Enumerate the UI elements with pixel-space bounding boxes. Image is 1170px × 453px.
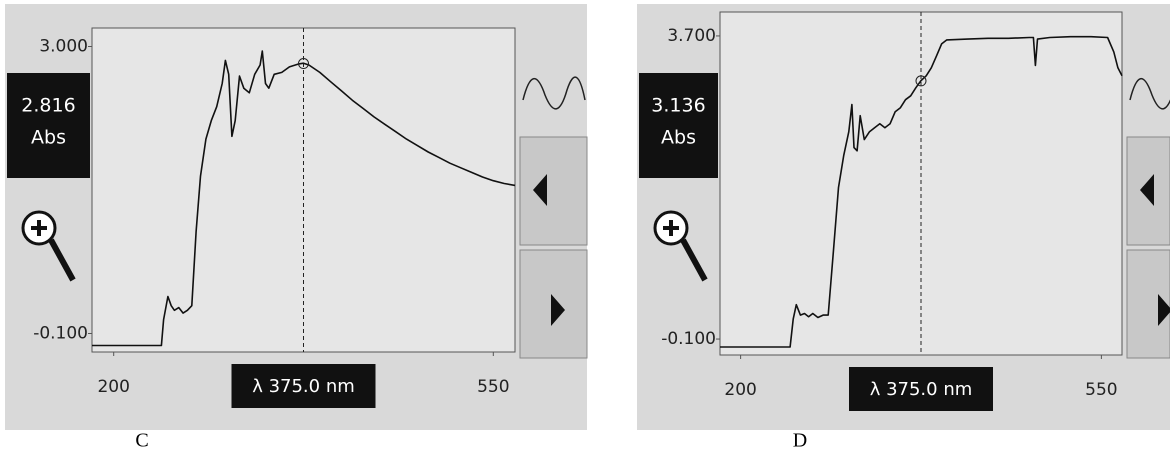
x-tick-label: 550 — [477, 377, 509, 397]
y-tick-label: 3.000 — [39, 37, 88, 57]
page: {"chart_data": [ {"type": "line", "panel… — [0, 0, 1170, 453]
chart: 2.816 Abs 3.000 -0.100 200 550 λ 375.0 nm C 3.13… — [0, 0, 1170, 453]
panel-label: D — [793, 430, 807, 452]
cursor-label: λ 375.0 nm — [870, 379, 973, 400]
left-button — [520, 137, 587, 245]
readout-unit: Abs — [31, 127, 66, 149]
readout-value: 2.816 — [21, 95, 75, 117]
y-tick-label: 3.700 — [667, 26, 716, 46]
y-tick-label: -0.100 — [661, 329, 716, 349]
x-tick-label: 200 — [724, 380, 756, 400]
y-tick-label: -0.100 — [33, 323, 88, 343]
readout-box — [7, 73, 90, 178]
cursor-label: λ 375.0 nm — [252, 376, 355, 397]
readout-unit: Abs — [661, 127, 696, 149]
x-tick-label: 550 — [1085, 380, 1117, 400]
readout-box — [639, 73, 718, 178]
x-tick-label: 200 — [97, 377, 129, 397]
panel-label: C — [135, 430, 148, 452]
readout-value: 3.136 — [651, 95, 705, 117]
